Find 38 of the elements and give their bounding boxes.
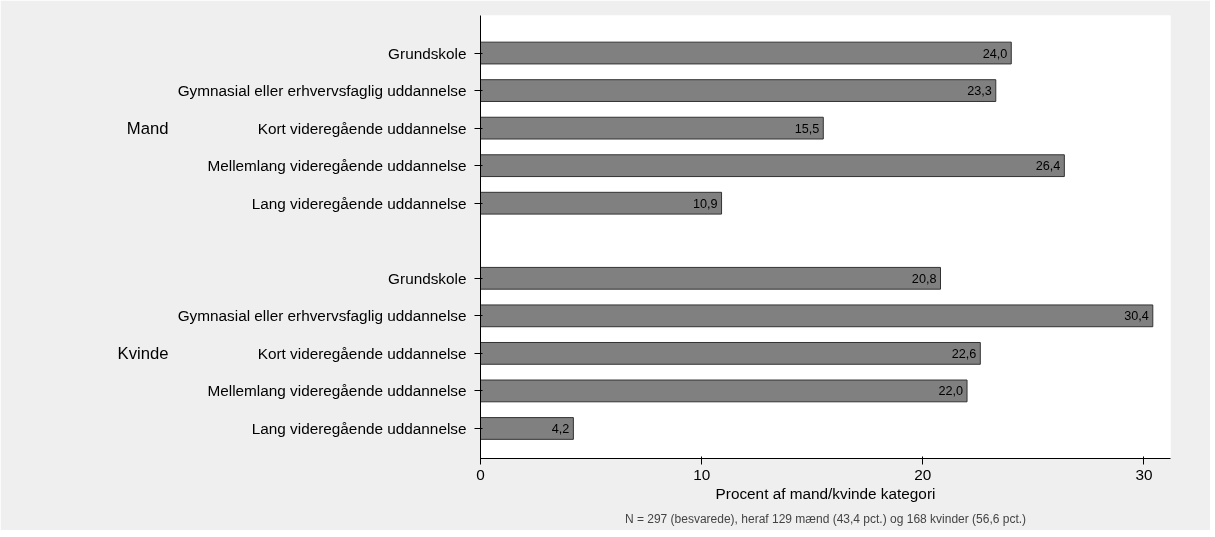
data-label: 22,0 xyxy=(938,384,964,399)
data-label: 20,8 xyxy=(911,271,937,286)
bar xyxy=(480,191,723,215)
bar xyxy=(480,79,997,102)
x-tick-label: 20 xyxy=(914,465,932,483)
bar xyxy=(480,116,824,140)
y-tick-label: Grundskole xyxy=(388,269,467,287)
data-label: 10,9 xyxy=(692,196,718,211)
x-tick-label: 0 xyxy=(476,465,485,483)
y-tick-label: Grundskole xyxy=(388,44,467,62)
data-label: 24,0 xyxy=(982,46,1008,61)
y-tick-label: Lang videregående uddannelse xyxy=(251,419,467,437)
bar xyxy=(480,417,574,440)
bar xyxy=(480,304,1154,328)
bar xyxy=(480,379,968,403)
data-label: 22,6 xyxy=(951,346,977,361)
y-tick-label: Mellemlang videregående uddannelse xyxy=(207,382,467,400)
data-label: 30,4 xyxy=(1124,309,1149,324)
data-label: 23,3 xyxy=(967,84,992,99)
y-tick-label: Kort videregående uddannelse xyxy=(257,344,467,362)
text: Mand xyxy=(126,118,169,138)
data-label: 4,2 xyxy=(551,421,570,436)
x-tick-label: 30 xyxy=(1135,465,1153,483)
y-tick-label: Lang videregående uddannelse xyxy=(251,194,467,212)
data-label: 26,4 xyxy=(1035,159,1061,174)
bar xyxy=(480,341,981,365)
bar xyxy=(480,41,1012,65)
y-tick-label: Kort videregående uddannelse xyxy=(257,119,467,137)
y-tick-label: Gymnasial eller erhvervsfaglig uddannelse xyxy=(177,82,467,100)
y-tick-label: Mellemlang videregående uddannelse xyxy=(207,157,467,175)
bar xyxy=(480,154,1065,178)
y-tick-label: Gymnasial eller erhvervsfaglig uddannelse xyxy=(177,307,467,325)
x-axis-title: Procent af mand/kvinde kategori xyxy=(715,484,936,502)
x-tick-label: 10 xyxy=(693,465,711,483)
bar xyxy=(480,266,941,290)
text: Kvinde xyxy=(117,343,169,363)
text: N = 297 (besvarede), heraf 129 mænd (43,4 pct.) og 168 kvinder (56,6 pct.) xyxy=(624,511,1027,526)
data-label: 15,5 xyxy=(794,121,820,136)
